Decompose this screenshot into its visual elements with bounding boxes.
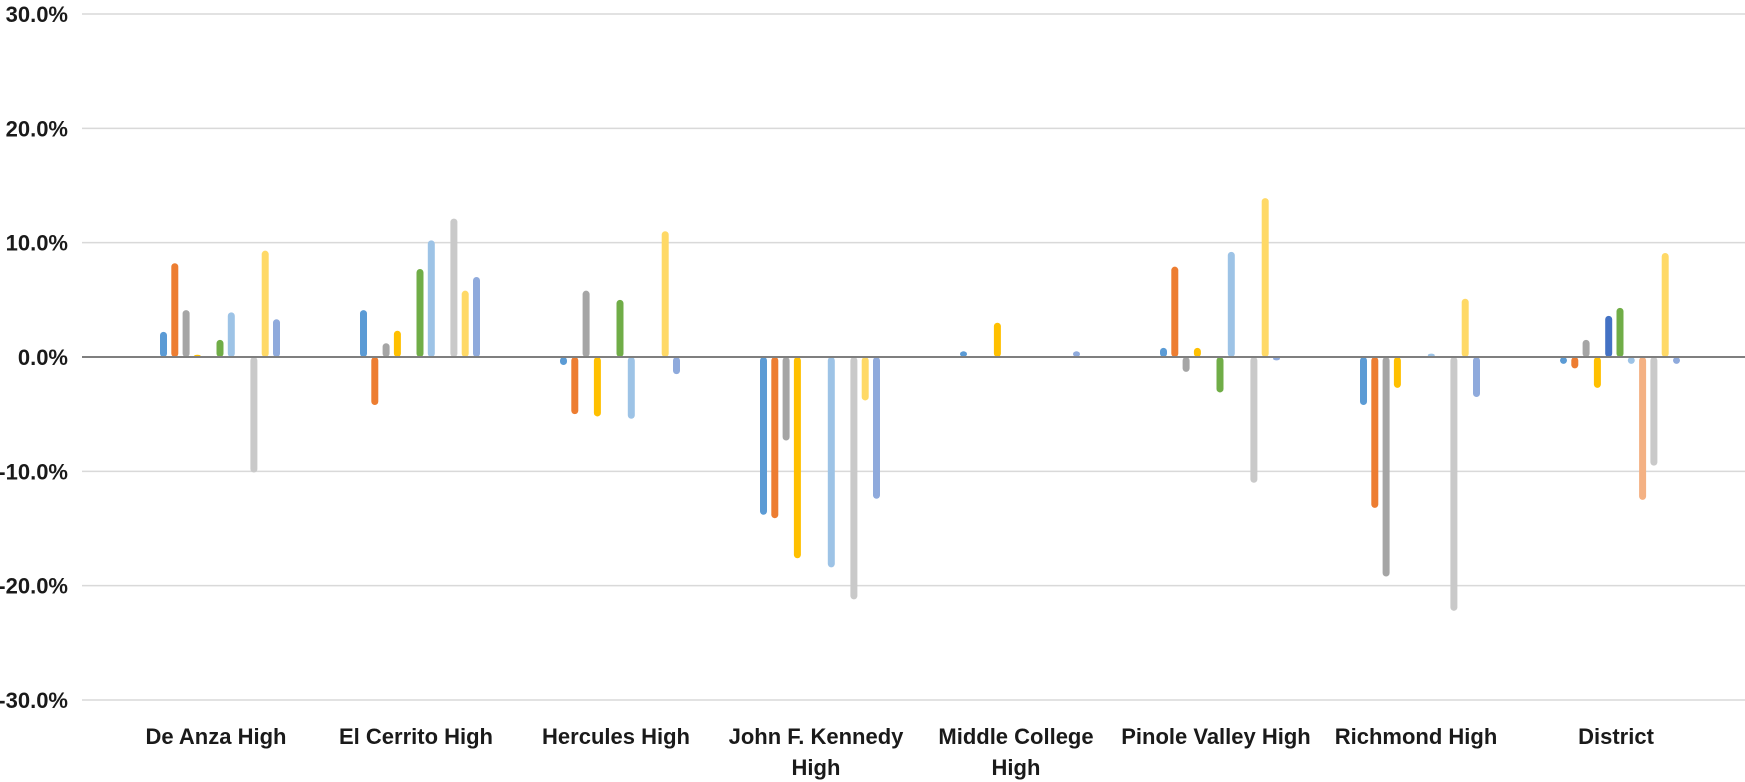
gridlines [82,13,1745,701]
data-bar [427,240,435,357]
y-tick-label: 20.0% [6,116,68,141]
data-bar [171,263,179,357]
data-bar [360,310,367,357]
data-bar [1160,347,1167,357]
data-bar [273,319,280,357]
data-bar [1360,357,1367,406]
data-bar [450,218,458,357]
data-bar [771,357,779,519]
data-bar [1371,357,1379,508]
data-bar [782,357,790,441]
data-bar [1650,357,1658,466]
data-bar [1571,357,1579,369]
y-tick-label: -10.0% [0,459,68,484]
data-bar [461,290,469,357]
data-bar [571,357,579,415]
data-bar [250,357,258,473]
category-label: District [1578,724,1654,749]
data-bar [1216,357,1224,393]
data-bar [593,357,601,417]
data-bar [850,357,858,600]
data-bar [473,276,480,357]
y-tick-label: 0.0% [18,345,68,370]
y-tick-label: -30.0% [0,688,68,713]
category-label: El Cerrito High [339,724,493,749]
data-bar [960,351,967,357]
category-label: Richmond High [1335,724,1498,749]
data-bar [1627,357,1635,364]
data-bar [1605,315,1613,357]
data-bar [793,357,801,559]
category-label: Middle College [938,724,1093,749]
data-bar [873,357,880,499]
data-bar [1593,357,1601,388]
category-label: John F. Kennedy [729,724,905,749]
data-bar [560,357,567,366]
category-label: Hercules High [542,724,690,749]
data-bar [1393,357,1401,388]
x-axis-category-labels: De Anza High El Cerrito High Hercules High… [146,724,1655,780]
data-bar [1193,347,1201,357]
data-bar [1250,357,1258,483]
data-bar [160,331,167,357]
data-bar [1182,357,1190,372]
data-bar [1261,198,1269,357]
y-axis-tick-labels: 30.0% 20.0% 10.0% 0.0% -10.0% -20.0% -30.0% [0,2,68,713]
data-bar [261,250,269,357]
data-bar [371,357,379,406]
y-tick-label: 30.0% [6,2,68,27]
data-bar [1171,266,1179,357]
y-tick-label: 10.0% [6,231,68,256]
category-label: High [792,755,841,780]
data-bar [1560,357,1567,364]
data-bar [1450,357,1458,611]
category-label: De Anza High [146,724,287,749]
data-bar [760,357,767,515]
data-bar [827,357,835,568]
data-bar [393,330,401,357]
data-bar [216,339,224,357]
data-bar [416,268,424,357]
y-tick-label: -20.0% [0,574,68,599]
data-bar [993,322,1001,357]
data-bar [1639,357,1647,500]
data-bar [1673,357,1680,364]
data-bar [582,290,590,357]
category-label: Pinole Valley High [1121,724,1311,749]
data-bar [182,310,190,357]
data-bar [1382,357,1390,577]
data-bar [1473,357,1480,398]
data-bar [1582,339,1590,357]
data-bar [1073,351,1080,357]
data-bar [1227,251,1235,357]
data-bar [661,231,669,357]
data-bar [227,312,235,357]
data-bar [1461,298,1469,357]
data-bars [160,198,1680,611]
category-label: High [992,755,1041,780]
data-bar [861,357,869,401]
data-bar [1616,307,1624,357]
data-bar [673,357,680,375]
data-bar [1661,252,1669,357]
data-bar [616,299,624,357]
data-bar [382,343,390,357]
data-bar [627,357,635,419]
